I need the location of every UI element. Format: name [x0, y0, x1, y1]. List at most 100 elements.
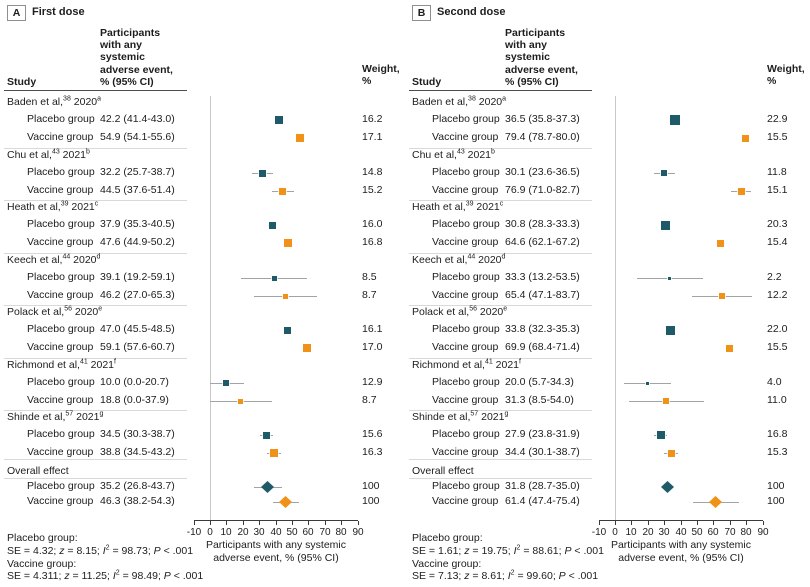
axis-tick [308, 521, 309, 525]
effect-value: 20.0 (5.7-34.3) [505, 376, 574, 388]
placebo-marker [259, 170, 266, 177]
weight-value: 16.3 [362, 446, 383, 458]
footnote-vaccine-stats: SE = 7.13; z = 8.61; I2 = 99.60; P < .00… [412, 569, 599, 582]
weight-value: 100 [362, 495, 380, 507]
group-row-label: Vaccine group [432, 495, 499, 507]
weight-value: 14.8 [362, 166, 383, 178]
effect-value: 34.5 (30.3-38.7) [100, 428, 175, 440]
axis-tick [697, 521, 698, 525]
axis-tick [292, 521, 293, 525]
effect-value: 38.8 (34.5-43.2) [100, 446, 175, 458]
effect-value: 69.9 (68.4-71.4) [505, 341, 580, 353]
weight-value: 17.1 [362, 131, 383, 143]
effect-value: 42.2 (41.4-43.0) [100, 113, 175, 125]
weight-value: 17.0 [362, 341, 383, 353]
row-separator [4, 148, 187, 149]
group-row-label: Placebo group [432, 271, 500, 283]
x-axis-line [598, 520, 763, 521]
placebo-marker [666, 326, 675, 335]
weight-value: 22.0 [767, 323, 788, 335]
vaccine-marker [279, 188, 286, 195]
effect-value: 47.0 (45.5-48.5) [100, 323, 175, 335]
footnote-placebo-stats: SE = 4.32; z = 8.15; I2 = 98.73; P < .00… [7, 544, 194, 557]
effect-value: 65.4 (47.1-83.7) [505, 289, 580, 301]
effect-value: 27.9 (23.8-31.9) [505, 428, 580, 440]
x-axis-label: Participants with any systemic adverse e… [205, 539, 347, 564]
placebo-marker [269, 222, 276, 229]
panel-b-title: Second dose [437, 6, 506, 18]
header-underline [409, 90, 592, 91]
row-separator [4, 358, 187, 359]
row-separator [4, 305, 187, 306]
axis-tick [259, 521, 260, 525]
group-row-label: Vaccine group [432, 446, 499, 458]
effect-value: 32.2 (25.7-38.7) [100, 166, 175, 178]
axis-tick-label: 70 [724, 527, 736, 538]
axis-tick-label: 20 [642, 527, 654, 538]
row-separator [409, 200, 592, 201]
group-row-label: Vaccine group [432, 184, 499, 196]
row-separator [409, 459, 592, 460]
group-row-label: Placebo group [432, 323, 500, 335]
vaccine-marker [668, 450, 675, 457]
effect-value: 31.3 (8.5-54.0) [505, 394, 574, 406]
axis-tick [631, 521, 632, 525]
weight-value: 16.0 [362, 218, 383, 230]
study-name: Chu et al,43 2021b [7, 148, 90, 161]
overall-placebo-diamond [661, 481, 674, 493]
footnote-placebo-stats: SE = 1.61; z = 19.75; I2 = 88.61; P < .0… [412, 544, 604, 557]
panel-b-label-box: B [412, 5, 431, 21]
group-row-label: Vaccine group [432, 289, 499, 301]
axis-tick-label: 50 [691, 527, 703, 538]
group-row-label: Vaccine group [27, 131, 94, 143]
axis-tick-label: 60 [302, 527, 314, 538]
axis-tick [648, 521, 649, 525]
effect-value: 44.5 (37.6-51.4) [100, 184, 175, 196]
study-name: Heath et al,39 2021c [7, 200, 99, 213]
axis-tick [325, 521, 326, 525]
axis-tick-label: 90 [352, 527, 364, 538]
weight-value: 11.0 [767, 394, 787, 406]
overall-effect-label: Overall effect [412, 465, 474, 477]
row-separator [409, 253, 592, 254]
axis-tick-label: 40 [675, 527, 687, 538]
effect-value: 34.4 (30.1-38.7) [505, 446, 580, 458]
vaccine-marker [738, 188, 745, 195]
axis-tick-label: 20 [237, 527, 249, 538]
vaccine-marker [726, 345, 733, 352]
study-name: Shinde et al,57 2021g [412, 410, 509, 423]
weight-value: 2.2 [767, 271, 782, 283]
vaccine-marker [717, 240, 724, 247]
weight-value: 15.5 [767, 341, 788, 353]
weight-value: 100 [767, 495, 785, 507]
group-row-label: Placebo group [432, 428, 500, 440]
axis-tick [210, 521, 211, 525]
footnote-placebo-title: Placebo group: [7, 532, 78, 544]
panel-a-title: First dose [32, 6, 85, 18]
axis-tick [681, 521, 682, 525]
axis-tick-label: 0 [612, 527, 618, 538]
header-underline [4, 90, 187, 91]
row-separator [409, 148, 592, 149]
overall-vaccine-diamond [709, 496, 722, 508]
effect-value: 46.2 (27.0-65.3) [100, 289, 175, 301]
placebo-marker [284, 327, 291, 334]
effect-value: 47.6 (44.9-50.2) [100, 236, 175, 248]
weight-value: 12.2 [767, 289, 788, 301]
group-row-label: Placebo group [27, 323, 95, 335]
x-axis-line [193, 520, 358, 521]
placebo-marker [661, 221, 670, 230]
group-row-label: Vaccine group [432, 394, 499, 406]
overall-vaccine-diamond [279, 496, 292, 508]
footnote-vaccine-title: Vaccine group: [412, 558, 482, 570]
footnote-vaccine-stats: SE = 4.311; z = 11.25; I2 = 98.49; P < .… [7, 569, 204, 582]
effect-value: 30.8 (28.3-33.3) [505, 218, 580, 230]
study-name: Richmond et al,41 2021f [412, 358, 521, 371]
group-row-label: Placebo group [432, 113, 500, 125]
axis-tick [243, 521, 244, 525]
overall-placebo-diamond [261, 481, 274, 493]
vaccine-marker [284, 239, 292, 247]
weight-value: 16.1 [362, 323, 383, 335]
vaccine-marker [719, 293, 725, 299]
vaccine-marker [238, 399, 243, 404]
